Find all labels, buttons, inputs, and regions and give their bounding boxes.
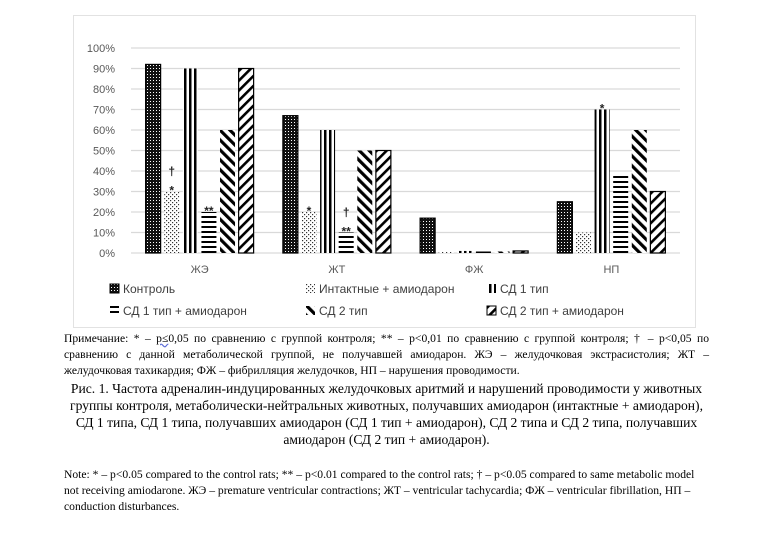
legend-item: СД 1 тип bbox=[487, 282, 549, 296]
bar bbox=[301, 212, 317, 253]
bar bbox=[338, 232, 354, 253]
bar bbox=[238, 67, 255, 254]
legend-item: СД 1 тип + амиодарон bbox=[110, 304, 247, 318]
significance-marker: ** bbox=[204, 204, 214, 218]
significance-marker: * bbox=[169, 184, 174, 198]
bar bbox=[613, 175, 629, 253]
bar-chart: 0%10%20%30%40%50%60%70%80%90%100% *†** **… bbox=[87, 43, 680, 318]
figure-title: Рис. 1. Частота адреналин-индуцированных… bbox=[70, 381, 703, 447]
note-ru-rest: 0,05 по сравнению с группой контроля; **… bbox=[64, 332, 710, 377]
x-axis-categories: ЖЭ ЖТ ФЖ НП bbox=[191, 264, 620, 276]
bar bbox=[475, 251, 491, 253]
legend-swatch bbox=[306, 306, 315, 315]
bar bbox=[512, 250, 529, 254]
significance-markers: *†** ***†* bbox=[168, 102, 604, 239]
significance-marker: * bbox=[307, 204, 312, 218]
y-tick-label: 100% bbox=[87, 43, 115, 55]
legend-swatch bbox=[486, 305, 497, 316]
bar bbox=[556, 201, 573, 254]
legend-item: СД 2 тип bbox=[306, 304, 368, 318]
note-ru-prefix: Примечание: * – bbox=[64, 332, 157, 345]
bar bbox=[631, 130, 647, 253]
bar bbox=[494, 251, 510, 253]
legend-item: Контроль bbox=[109, 282, 175, 296]
y-tick-label: 30% bbox=[93, 187, 115, 199]
legend-label: Интактные + амиодарон bbox=[319, 282, 454, 296]
legend: Контроль Интактные + амиодарон СД 1 тип СД … bbox=[109, 282, 624, 318]
y-tick-label: 70% bbox=[93, 105, 115, 117]
bar bbox=[438, 251, 454, 253]
bar bbox=[220, 130, 236, 253]
legend-swatch bbox=[110, 306, 119, 315]
bar bbox=[282, 115, 299, 254]
y-tick-label: 60% bbox=[93, 125, 115, 137]
legend-label: СД 1 тип bbox=[500, 282, 549, 296]
bar bbox=[182, 68, 198, 253]
y-tick-label: 40% bbox=[93, 166, 115, 178]
bar bbox=[457, 250, 473, 253]
y-tick-label: 0% bbox=[99, 248, 115, 260]
bar bbox=[164, 191, 180, 253]
x-category-label: ФЖ bbox=[465, 264, 484, 276]
bar bbox=[375, 149, 392, 254]
x-category-label: НП bbox=[603, 264, 619, 276]
bar bbox=[575, 232, 591, 253]
bar bbox=[357, 150, 373, 253]
note-ru-p-spellcheck: p≤ bbox=[156, 332, 169, 345]
bar bbox=[649, 190, 666, 254]
chart-frame: 0% 10% 20% 30% 40% 50% 60% 70% 80% 90% 100% * † ** * *… bbox=[73, 15, 696, 328]
bars bbox=[145, 63, 666, 254]
legend-label: СД 2 тип + амиодарон bbox=[500, 304, 624, 318]
significance-marker: ** bbox=[342, 225, 352, 239]
y-axis-ticks: 0% 10% 20% 30% 40% 50% 60% 70% 80% 90% 100% bbox=[87, 43, 115, 260]
legend-swatch bbox=[487, 284, 496, 293]
significance-marker: † bbox=[343, 206, 350, 220]
note-russian: Примечание: * – p≤0,05 по сравнению с гр… bbox=[64, 331, 709, 379]
legend-swatch bbox=[109, 283, 120, 294]
legend-item: Интактные + амиодарон bbox=[306, 282, 454, 296]
bar bbox=[145, 63, 162, 254]
y-tick-label: 10% bbox=[93, 228, 115, 240]
bar bbox=[419, 217, 436, 254]
y-tick-label: 20% bbox=[93, 207, 115, 219]
legend-label: Контроль bbox=[123, 282, 175, 296]
y-tick-label: 80% bbox=[93, 84, 115, 96]
x-category-label: ЖЭ bbox=[191, 264, 209, 276]
significance-marker: * bbox=[600, 102, 605, 116]
legend-label: СД 2 тип bbox=[319, 304, 368, 318]
bar bbox=[594, 109, 610, 253]
note-english: Note: * – p<0.05 compared to the control… bbox=[64, 468, 695, 513]
significance-marker: † bbox=[168, 165, 175, 179]
y-tick-label: 50% bbox=[93, 146, 115, 158]
bar bbox=[320, 130, 336, 253]
y-tick-label: 90% bbox=[93, 64, 115, 76]
legend-label: СД 1 тип + амиодарон bbox=[123, 304, 247, 318]
bar bbox=[201, 212, 217, 253]
legend-swatch bbox=[306, 284, 315, 293]
legend-item: СД 2 тип + амиодарон bbox=[486, 304, 624, 318]
x-category-label: ЖТ bbox=[328, 264, 345, 276]
